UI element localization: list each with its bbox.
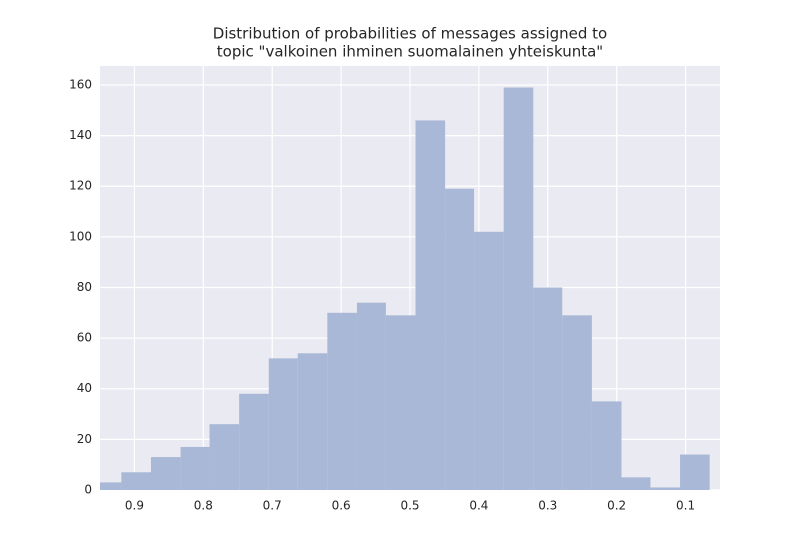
y-tick-label: 0 [84, 483, 92, 497]
x-tick-label: 0.7 [263, 499, 282, 513]
bar [680, 454, 710, 490]
chart-title: Distribution of probabilities of message… [213, 25, 607, 43]
bar [503, 87, 534, 490]
bar [327, 312, 357, 490]
bars [100, 87, 710, 490]
chart-title: topic "valkoinen ihminen suomalainen yht… [217, 43, 603, 61]
bar [562, 315, 592, 490]
bar [356, 302, 386, 490]
y-tick-label: 20 [77, 432, 92, 446]
x-tick-label: 0.8 [194, 499, 213, 513]
bar [474, 231, 504, 490]
y-tick-label: 160 [69, 77, 92, 91]
x-tick-label: 0.9 [125, 499, 144, 513]
y-tick-label: 80 [77, 280, 92, 294]
y-tick-label: 140 [69, 128, 92, 142]
bar [591, 401, 622, 490]
x-tick-label: 0.2 [607, 499, 626, 513]
bar [239, 393, 269, 490]
bar [621, 477, 651, 490]
bar [297, 353, 328, 490]
bar [533, 287, 563, 490]
bar [268, 358, 298, 490]
bar [415, 120, 446, 490]
y-tick-label: 120 [69, 179, 92, 193]
bar [100, 482, 122, 490]
x-tick-label: 0.5 [400, 499, 419, 513]
bar [650, 487, 681, 490]
x-tick-label: 0.1 [676, 499, 695, 513]
x-tick-label: 0.3 [538, 499, 557, 513]
y-tick-label: 40 [77, 381, 92, 395]
bar [180, 446, 210, 490]
bar [209, 424, 240, 490]
y-tick-label: 60 [77, 331, 92, 345]
bar [121, 472, 151, 490]
bar [385, 315, 416, 490]
bar [150, 457, 181, 490]
x-tick-label: 0.6 [332, 499, 351, 513]
bar [445, 188, 475, 490]
x-tick-label: 0.4 [469, 499, 488, 513]
y-tick-label: 100 [69, 229, 92, 243]
